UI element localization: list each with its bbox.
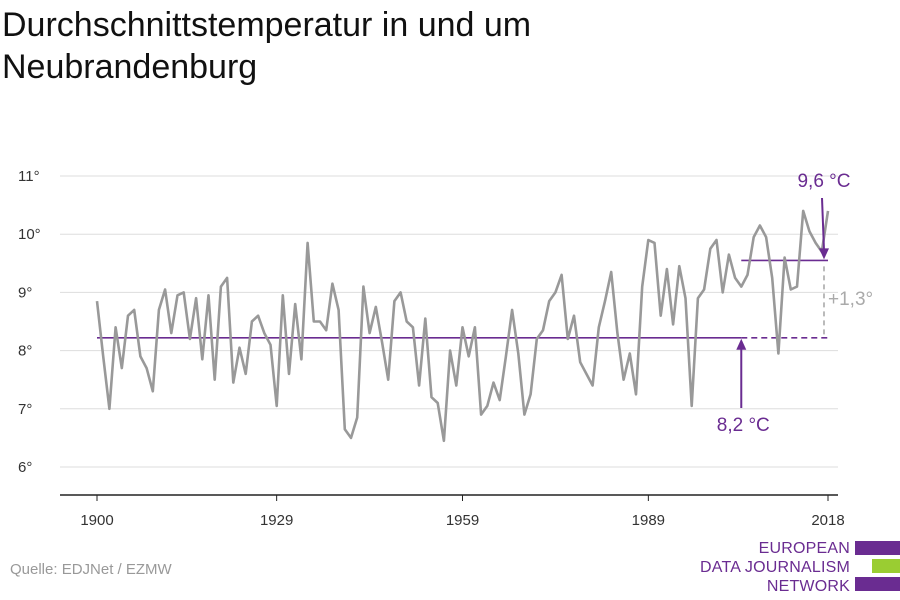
difference-label: +1,3° <box>828 289 873 310</box>
y-tick-label-9: 9° <box>18 284 32 301</box>
logo-bar-3 <box>855 577 900 591</box>
y-tick-label-6: 6° <box>18 459 32 476</box>
logo-bar-1 <box>855 541 900 555</box>
x-tick-label-2018: 2018 <box>811 512 844 529</box>
grid: 6° 7° 8° 9° 10° 11° <box>18 168 838 476</box>
logo-text-line-1: EUROPEAN <box>758 540 850 557</box>
annotations: +1,3° 8,2 °C 9,6 °C <box>717 171 873 436</box>
logo-bar-2 <box>872 559 900 573</box>
y-tick-label-10: 10° <box>18 226 41 243</box>
y-tick-label-7: 7° <box>18 401 32 418</box>
edjnet-logo[interactable]: EUROPEAN DATA JOURNALISM NETWORK <box>700 538 900 598</box>
x-tick-label-1900: 1900 <box>80 512 113 529</box>
logo-text-line-2: DATA JOURNALISM <box>700 559 850 576</box>
y-tick-label-11: 11° <box>18 168 40 185</box>
baseline-mean-label: 8,2 °C <box>717 415 770 436</box>
temperature-series-line <box>95 209 830 443</box>
x-axis: 1900 1929 1959 1989 2018 <box>60 494 845 529</box>
x-tick-label-1989: 1989 <box>632 512 665 529</box>
y-tick-label-8: 8° <box>18 343 32 360</box>
logo-text-line-3: NETWORK <box>766 578 850 595</box>
source-note: Quelle: EDJNet / EZMW <box>10 561 172 578</box>
series <box>95 209 830 443</box>
chart-title: Durchschnittstemperatur in und um Neubra… <box>2 6 532 86</box>
recent-arrow-head <box>819 248 829 260</box>
baseline-arrow-head <box>736 338 747 350</box>
recent-arrow-shaft <box>821 197 825 251</box>
recent-mean-label: 9,6 °C <box>797 171 850 192</box>
x-tick-label-1959: 1959 <box>446 512 479 529</box>
x-tick-label-1929: 1929 <box>260 512 293 529</box>
